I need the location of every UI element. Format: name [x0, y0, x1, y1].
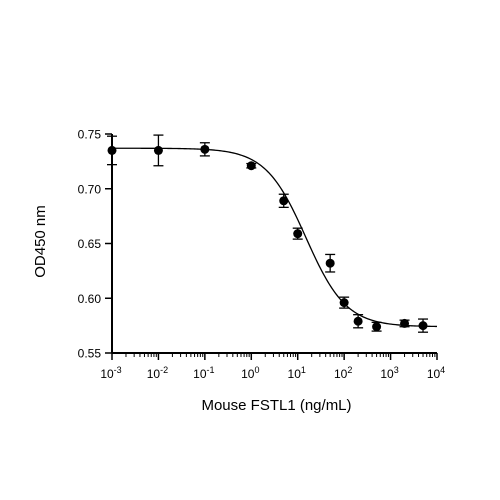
data-point — [107, 145, 117, 155]
x-tick-label: 10-3 — [100, 365, 121, 381]
x-tick-label: 103 — [380, 365, 398, 381]
data-point — [400, 318, 410, 328]
data-point — [418, 321, 428, 331]
axes — [111, 134, 437, 354]
error-bars — [107, 134, 429, 333]
data-point — [200, 144, 210, 154]
y-tick-label: 0.55 — [78, 347, 102, 361]
x-tick-label: 104 — [427, 365, 445, 381]
data-point — [279, 196, 289, 206]
y-ticks: 0.55 0.60 0.65 0.70 0.75 — [78, 128, 112, 361]
data-point — [372, 322, 382, 332]
x-ticks: 10-3 10-2 10-1 100 101 102 103 104 — [100, 353, 445, 381]
data-point — [339, 298, 349, 308]
data-point — [325, 258, 335, 268]
data-point — [353, 316, 363, 326]
fit-curve — [112, 147, 438, 328]
y-axis-title: OD450 nm — [32, 205, 49, 278]
x-tick-label: 10-2 — [147, 365, 168, 381]
y-tick-label: 0.60 — [78, 292, 102, 306]
data-point — [153, 145, 163, 155]
x-tick-label: 101 — [288, 365, 306, 381]
x-tick-label: 100 — [241, 365, 259, 381]
x-tick-label: 102 — [334, 365, 352, 381]
y-tick-label: 0.75 — [78, 128, 102, 142]
y-tick-label: 0.70 — [78, 182, 102, 196]
data-point — [246, 161, 256, 171]
x-axis-title: Mouse FSTL1 (ng/mL) — [201, 397, 351, 414]
y-tick-label: 0.65 — [78, 237, 102, 251]
x-tick-label: 10-1 — [193, 365, 214, 381]
data-points — [107, 144, 428, 332]
data-point — [293, 229, 303, 239]
